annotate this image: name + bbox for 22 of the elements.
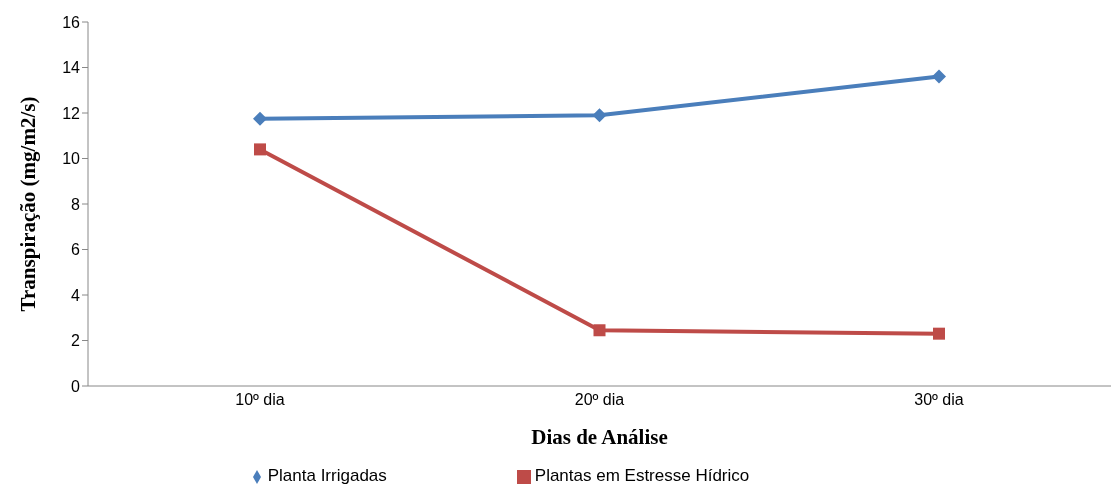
y-tick-label: 16 — [62, 13, 81, 31]
y-tick-label: 8 — [71, 195, 81, 213]
x-tick-label: 30º dia — [914, 391, 964, 409]
x-tick-label: 20º dia — [574, 391, 625, 409]
y-tick-label: 6 — [71, 241, 81, 259]
y-tick-label: 0 — [71, 377, 81, 395]
x-axis-title: Dias de Análise — [531, 425, 668, 449]
legend-label: Plantas em Estresse Hídrico — [534, 466, 750, 485]
y-tick-label: 14 — [62, 59, 81, 77]
y-axis-title: Transpiração (mg/m2/s) — [16, 96, 41, 312]
y-tick-label: 4 — [71, 286, 81, 304]
point — [592, 108, 607, 123]
y-tick-label: 12 — [62, 104, 81, 122]
point — [933, 327, 945, 340]
x-tick-label: 10º dia — [235, 391, 285, 409]
point — [254, 143, 266, 156]
y-tick-label: 10 — [62, 150, 81, 168]
legend-label: Planta Irrigadas — [267, 466, 387, 485]
point — [932, 69, 946, 84]
y-tick-label: 2 — [71, 332, 81, 350]
point — [593, 324, 606, 337]
point — [253, 111, 267, 126]
